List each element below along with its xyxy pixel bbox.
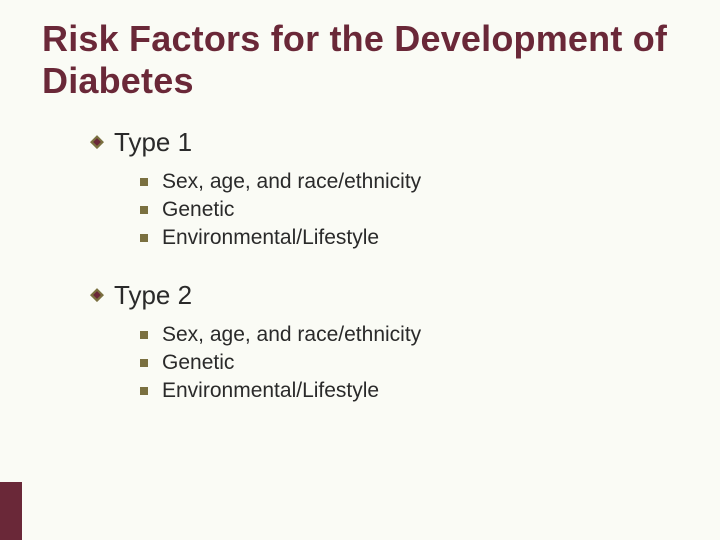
section-type-2: Type 2 Sex, age, and race/ethnicity Gene… [90, 280, 678, 403]
section-type-1: Type 1 Sex, age, and race/ethnicity Gene… [90, 127, 678, 250]
heading-bullet: Type 2 [90, 280, 678, 311]
list-item: Sex, age, and race/ethnicity [140, 323, 678, 347]
item-text: Environmental/Lifestyle [162, 226, 379, 250]
list-item: Genetic [140, 198, 678, 222]
diamond-icon [90, 135, 104, 149]
square-icon [140, 206, 148, 214]
square-icon [140, 387, 148, 395]
footer-accent [0, 482, 22, 540]
section-heading: Type 2 [114, 280, 192, 311]
square-icon [140, 178, 148, 186]
item-text: Genetic [162, 351, 234, 375]
list-item: Sex, age, and race/ethnicity [140, 170, 678, 194]
item-list: Sex, age, and race/ethnicity Genetic Env… [140, 170, 678, 250]
heading-bullet: Type 1 [90, 127, 678, 158]
list-item: Genetic [140, 351, 678, 375]
square-icon [140, 359, 148, 367]
square-icon [140, 234, 148, 242]
item-text: Environmental/Lifestyle [162, 379, 379, 403]
item-text: Sex, age, and race/ethnicity [162, 170, 421, 194]
slide-title: Risk Factors for the Development of Diab… [42, 18, 678, 103]
list-item: Environmental/Lifestyle [140, 379, 678, 403]
list-item: Environmental/Lifestyle [140, 226, 678, 250]
item-text: Genetic [162, 198, 234, 222]
section-heading: Type 1 [114, 127, 192, 158]
square-icon [140, 331, 148, 339]
item-text: Sex, age, and race/ethnicity [162, 323, 421, 347]
item-list: Sex, age, and race/ethnicity Genetic Env… [140, 323, 678, 403]
diamond-icon [90, 288, 104, 302]
slide: Risk Factors for the Development of Diab… [0, 0, 720, 540]
